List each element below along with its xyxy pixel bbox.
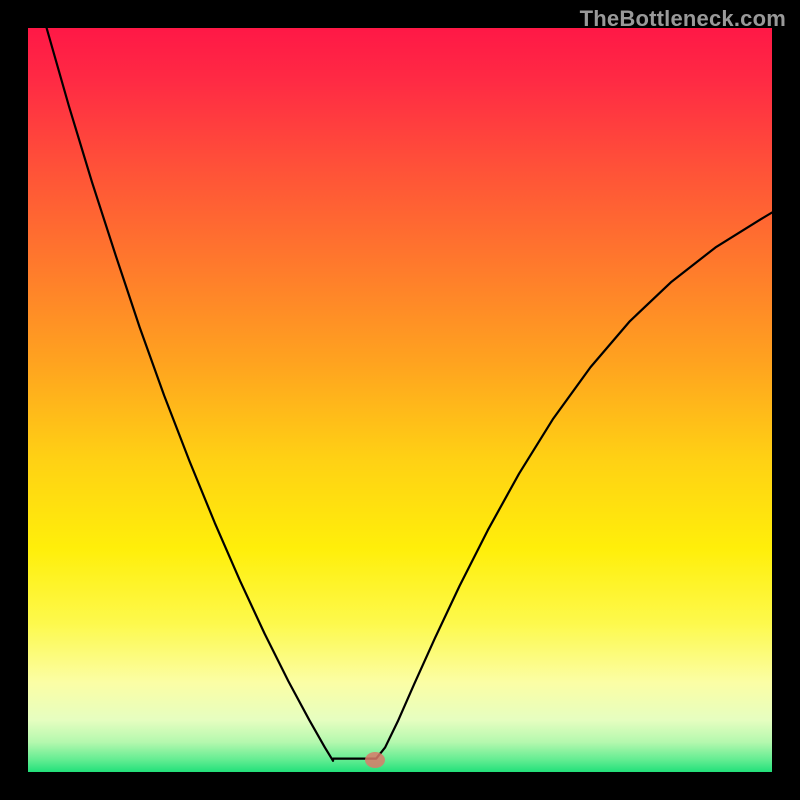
plot-area <box>28 28 772 772</box>
plot-svg <box>28 28 772 772</box>
chart-container: TheBottleneck.com <box>0 0 800 800</box>
gradient-background <box>28 28 772 772</box>
minimum-marker <box>365 752 385 768</box>
watermark-text: TheBottleneck.com <box>580 6 786 32</box>
